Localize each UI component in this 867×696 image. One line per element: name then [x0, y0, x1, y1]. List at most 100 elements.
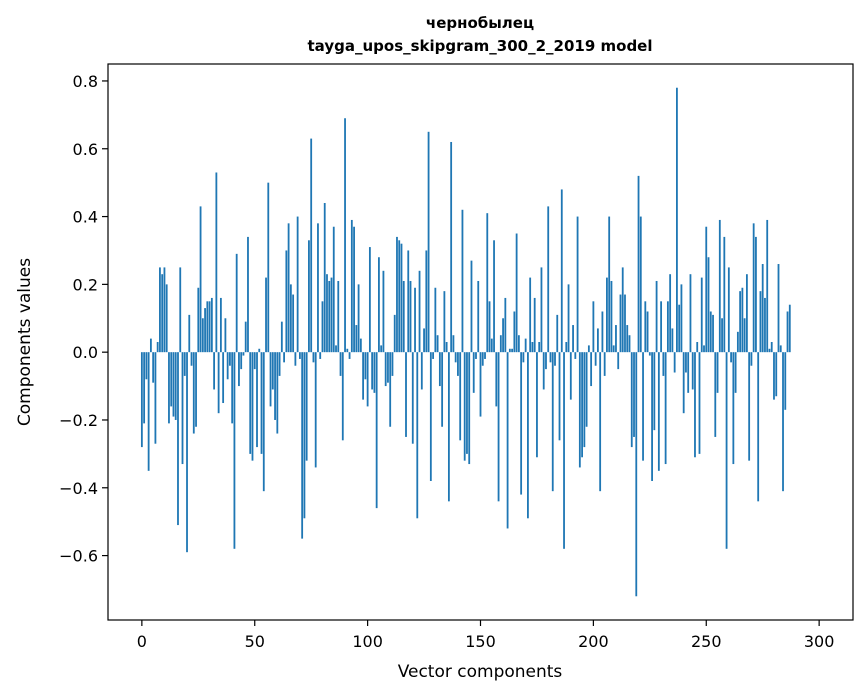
bar: [723, 236, 726, 353]
bar: [418, 270, 421, 353]
bar: [545, 352, 547, 370]
bar: [691, 352, 694, 390]
bar: [655, 280, 658, 353]
bar: [590, 352, 593, 387]
bar: [341, 352, 344, 441]
bar: [396, 236, 398, 353]
bar: [757, 352, 760, 502]
bar: [511, 348, 514, 353]
bar: [192, 352, 195, 434]
bar: [572, 325, 574, 353]
bar: [258, 348, 261, 353]
bar: [752, 223, 755, 353]
bar: [563, 352, 565, 549]
x-tick-label: 100: [352, 632, 383, 651]
bar: [301, 352, 304, 539]
x-tick-label: 300: [804, 632, 835, 651]
bar: [233, 352, 236, 549]
bar: [770, 342, 773, 353]
bar: [705, 226, 708, 353]
bar: [303, 352, 306, 519]
bar: [457, 352, 459, 376]
bar: [761, 264, 764, 353]
bar: [159, 267, 161, 353]
bar: [522, 352, 525, 363]
bar: [147, 352, 150, 471]
bar: [348, 352, 351, 359]
bar: [527, 352, 529, 519]
bar: [366, 352, 369, 407]
bar: [497, 352, 500, 502]
bar: [608, 216, 611, 353]
bar: [330, 277, 333, 353]
bar: [576, 216, 579, 353]
bar: [490, 338, 493, 353]
bar: [725, 352, 728, 549]
bar: [554, 352, 556, 366]
bar: [520, 352, 523, 495]
bar: [339, 352, 342, 376]
bar: [305, 352, 308, 461]
bar: [556, 314, 559, 353]
bar: [454, 352, 457, 363]
bar: [583, 352, 586, 448]
bar: [183, 352, 186, 376]
bar: [633, 352, 635, 437]
bar: [639, 216, 642, 353]
bar: [495, 352, 498, 407]
bar: [179, 267, 182, 353]
x-axis-label: Vector components: [398, 662, 563, 682]
bar: [199, 206, 202, 353]
bar: [337, 280, 340, 353]
bar: [346, 348, 349, 353]
bar: [560, 189, 563, 353]
bar: [549, 352, 552, 363]
bar: [775, 352, 778, 397]
bar: [452, 335, 455, 353]
bar: [210, 297, 213, 353]
bar: [276, 352, 279, 434]
bar: [260, 352, 263, 454]
bar: [373, 352, 376, 393]
bar: [617, 352, 620, 370]
bar: [242, 352, 245, 356]
bar: [296, 216, 299, 353]
bar: [443, 291, 446, 353]
x-axis-ticks: 0 50 100 150 200 250 300: [137, 620, 835, 651]
bar: [788, 304, 791, 353]
bar: [664, 352, 667, 465]
bar: [436, 335, 439, 353]
bar: [265, 277, 267, 353]
y-tick-label: 0.0: [73, 343, 98, 362]
bar: [606, 277, 608, 353]
bar: [359, 338, 362, 353]
bar: [621, 267, 624, 353]
bar: [678, 304, 681, 353]
bar: [470, 260, 473, 353]
bar: [213, 352, 216, 390]
bar: [662, 352, 665, 376]
bar: [240, 352, 243, 370]
bar: [642, 352, 644, 461]
y-axis-label: Components values: [15, 258, 35, 426]
bar: [734, 352, 737, 393]
bar: [344, 118, 346, 353]
bar: [163, 267, 166, 353]
bar: [694, 352, 696, 458]
bar: [750, 352, 753, 366]
bar: [766, 219, 769, 353]
bar: [362, 352, 365, 400]
bar: [685, 352, 687, 373]
bar: [475, 352, 477, 359]
bar: [624, 294, 626, 353]
bar: [274, 352, 276, 420]
bar: [247, 236, 249, 353]
bar: [226, 352, 229, 380]
bar: [353, 226, 355, 353]
bar: [782, 352, 784, 492]
bar: [488, 301, 491, 353]
bar: [145, 352, 148, 380]
bar: [350, 219, 353, 353]
bar: [294, 352, 297, 366]
bar: [459, 352, 462, 441]
